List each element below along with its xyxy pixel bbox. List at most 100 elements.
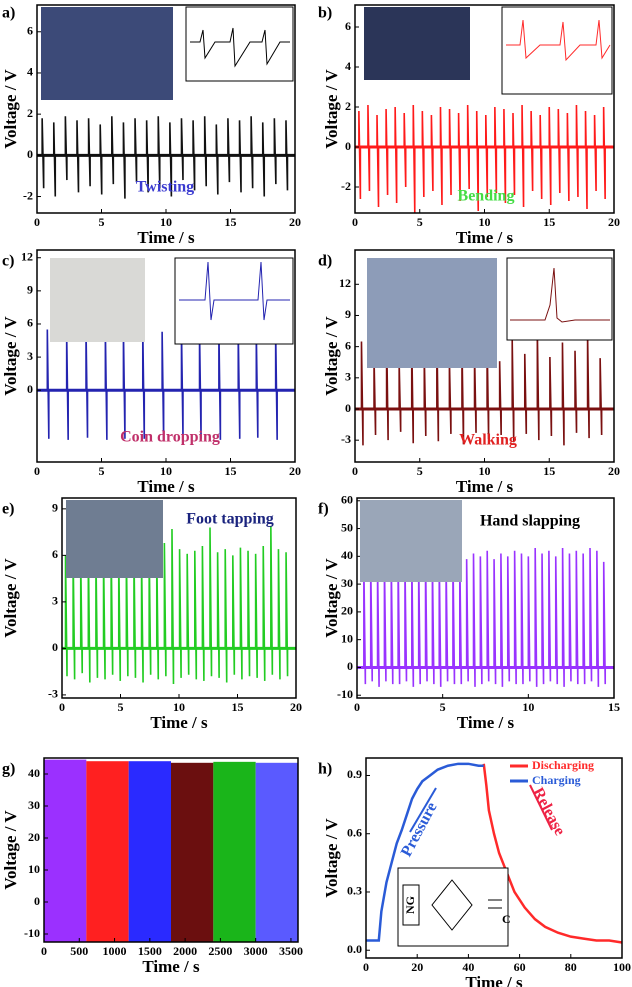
y-axis-label: Voltage / V: [1, 558, 20, 638]
x-axis-label: Time / s: [456, 477, 514, 496]
spike: [111, 116, 115, 185]
spike: [530, 110, 534, 192]
panel-label: c): [2, 253, 14, 270]
spike: [503, 108, 507, 204]
bar: [171, 762, 214, 942]
series-line: [482, 763, 623, 944]
spike: [417, 561, 421, 685]
spike: [254, 553, 258, 678]
spike: [479, 556, 483, 685]
spike: [122, 329, 126, 439]
spike: [403, 112, 407, 188]
x-tick-label: 0: [34, 464, 40, 478]
annotation: Release: [529, 785, 568, 838]
spike: [593, 114, 597, 192]
spike: [52, 122, 57, 197]
spike: [358, 110, 362, 200]
x-tick-label: 1000: [103, 944, 127, 958]
spike: [87, 118, 91, 187]
y-tick-label: 0: [27, 382, 33, 396]
spike: [448, 108, 452, 196]
spike: [65, 331, 69, 440]
spike: [473, 351, 477, 433]
spike: [486, 336, 490, 440]
spike: [41, 118, 45, 189]
spike: [475, 110, 480, 212]
x-tick-label: 10: [160, 464, 172, 478]
x-tick-label: 5: [99, 215, 105, 229]
y-tick-label: 12: [339, 276, 351, 290]
spike: [404, 564, 408, 682]
y-tick-label: 4: [345, 59, 351, 73]
x-tick-label: 2500: [208, 944, 232, 958]
spike: [385, 108, 389, 196]
x-axis-label: Time / s: [137, 228, 195, 247]
spike: [486, 550, 490, 682]
spike: [385, 331, 389, 441]
spike: [539, 114, 543, 200]
spike: [512, 112, 516, 196]
spike: [465, 559, 469, 682]
spike: [376, 564, 380, 687]
trace-inset-line: [179, 261, 290, 321]
x-tick-label: 5: [440, 700, 446, 714]
spike: [87, 547, 91, 683]
spike: [157, 116, 161, 189]
spike: [110, 546, 114, 675]
y-tick-label: 10: [341, 631, 353, 645]
spike: [155, 552, 160, 680]
spike: [46, 329, 50, 439]
spike: [584, 110, 588, 210]
spike: [534, 547, 538, 687]
spike: [523, 353, 528, 434]
spike: [369, 561, 374, 682]
spike: [438, 556, 442, 687]
x-tick-label: 20: [608, 215, 620, 229]
x-tick-label: 0: [352, 464, 358, 478]
x-tick-label: 1500: [138, 944, 162, 958]
x-tick-label: 20: [289, 464, 301, 478]
x-tick-label: 20: [608, 464, 620, 478]
y-tick-label: -2: [23, 188, 33, 202]
x-tick-label: 60: [514, 960, 526, 974]
spike: [424, 553, 428, 682]
spike: [561, 342, 565, 446]
y-tick-label: 20: [28, 830, 40, 844]
x-tick-label: 10: [522, 700, 534, 714]
spike: [394, 106, 398, 204]
y-tick-label: 6: [345, 338, 351, 352]
spike: [270, 525, 274, 675]
spike: [274, 329, 278, 440]
spike: [575, 550, 579, 685]
x-axis-label: Time / s: [465, 973, 523, 987]
x-tick-label: 15: [225, 215, 237, 229]
y-axis-label: Voltage / V: [322, 316, 341, 396]
spike: [398, 362, 402, 432]
y-tick-label: -3: [341, 432, 351, 446]
x-axis-label: Time / s: [456, 228, 514, 247]
annotation: Walking: [459, 432, 517, 449]
plot-frame: [43, 757, 299, 943]
y-axis-label: Voltage / V: [1, 316, 20, 396]
spike: [250, 116, 254, 189]
spike: [247, 550, 251, 677]
spike: [513, 550, 517, 685]
spike: [133, 550, 137, 678]
y-tick-label: 6: [27, 316, 33, 330]
annotation: Bending: [458, 188, 515, 205]
spike: [218, 328, 222, 440]
x-axis-label: Time / s: [142, 957, 200, 976]
spike: [285, 552, 289, 677]
x-tick-label: 0: [352, 215, 358, 229]
photo-inset: [367, 258, 497, 368]
spike: [390, 561, 394, 685]
x-tick-label: 5: [99, 464, 105, 478]
spike: [521, 104, 525, 208]
trace-inset-line: [506, 19, 611, 62]
spike: [117, 555, 122, 681]
trace-inset: [506, 257, 613, 341]
spike: [549, 357, 553, 437]
panel-label: g): [2, 761, 15, 778]
spike: [277, 549, 281, 680]
trace-inset: [185, 6, 294, 82]
